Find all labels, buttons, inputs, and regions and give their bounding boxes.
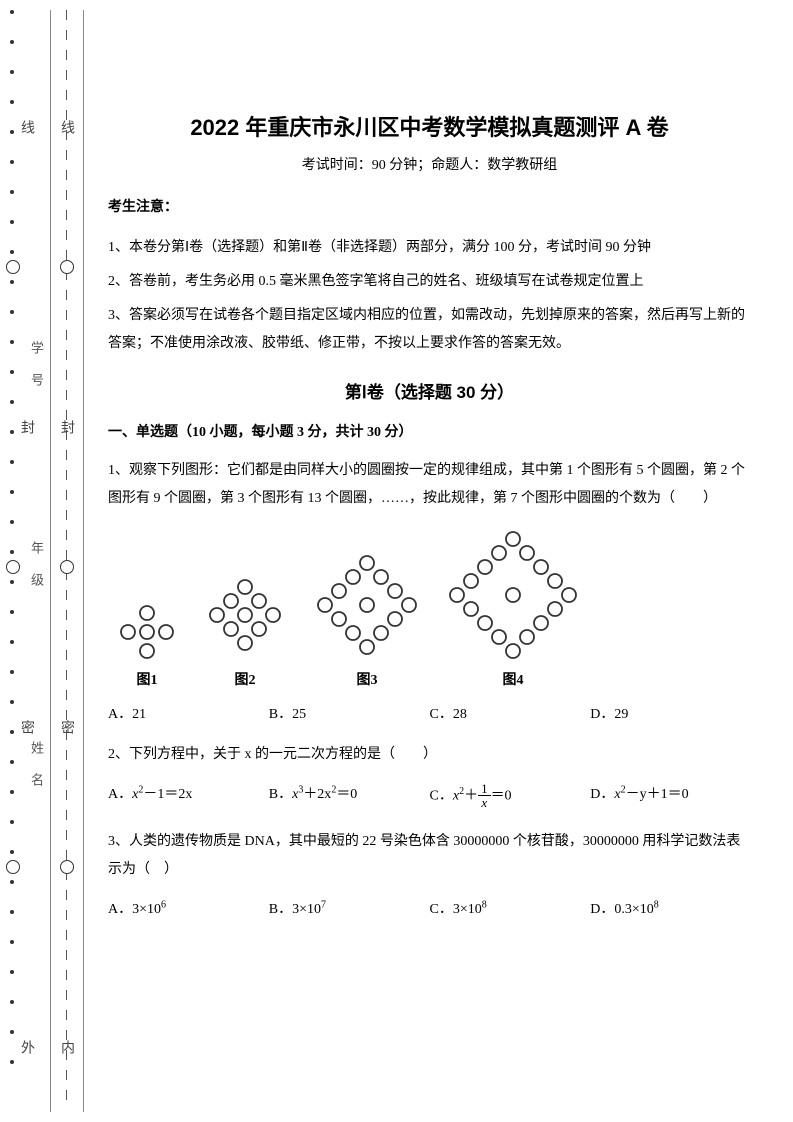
figure-label: 图4 bbox=[446, 669, 580, 689]
question-2-text: 2、下列方程中，关于 x 的一元二次方程的是（ ） bbox=[108, 741, 751, 769]
option-a: A．x2－1＝2x bbox=[108, 783, 269, 810]
grade-field: 年 级 bbox=[18, 540, 46, 596]
option-d: D．x2－y＋1＝0 bbox=[590, 783, 751, 810]
seal-label-inner: 密 bbox=[56, 720, 76, 744]
option-a: A．21 bbox=[108, 703, 269, 723]
notice-item: 1、本卷分第Ⅰ卷（选择题）和第Ⅱ卷（非选择题）两部分，满分 100 分，考试时间… bbox=[108, 234, 751, 262]
option-c: C．x2＋1x＝0 bbox=[430, 783, 591, 810]
option-b: B．25 bbox=[269, 703, 430, 723]
option-c: C．3×108 bbox=[430, 898, 591, 918]
figure-2: 图2 bbox=[202, 577, 288, 689]
figure-label: 图3 bbox=[312, 669, 422, 689]
figure-row: 图1 图2 bbox=[116, 529, 751, 689]
subsection-heading: 一、单选题（10 小题，每小题 3 分，共计 30 分） bbox=[108, 421, 751, 441]
exam-subtitle: 考试时间：90 分钟；命题人：数学教研组 bbox=[108, 154, 751, 174]
circle-mark bbox=[6, 860, 20, 874]
option-b: B．3×107 bbox=[269, 898, 430, 918]
exam-title: 2022 年重庆市永川区中考数学模拟真题测评 A 卷 bbox=[108, 110, 751, 142]
section-title: 第Ⅰ卷（选择题 30 分） bbox=[108, 378, 751, 403]
figure-3: 图3 bbox=[312, 553, 422, 689]
figure-label: 图2 bbox=[202, 669, 288, 689]
figure-4: 图4 bbox=[446, 529, 580, 689]
notice-item: 3、答案必须写在试卷各个题目指定区域内相应的位置，如需改动，先划掉原来的答案，然… bbox=[108, 302, 751, 358]
seal-label-outer: 线 bbox=[16, 120, 36, 144]
notice-heading: 考生注意： bbox=[108, 196, 751, 216]
exam-page: 线 封 密 外 线 封 密 内 学 号 年 级 姓 名 2022 年重庆市永川区… bbox=[0, 0, 793, 1122]
student-id-field: 学 号 bbox=[18, 340, 46, 396]
notice-item: 2、答卷前，考生务必用 0.5 毫米黑色签字笔将自己的姓名、班级填写在试卷规定位… bbox=[108, 268, 751, 296]
question-3-text: 3、人类的遗传物质是 DNA，其中最短的 22 号染色体含 30000000 个… bbox=[108, 828, 751, 884]
content-area: 2022 年重庆市永川区中考数学模拟真题测评 A 卷 考试时间：90 分钟；命题… bbox=[90, 0, 793, 1122]
q1-options: A．21 B．25 C．28 D．29 bbox=[108, 703, 751, 723]
name-field: 姓 名 bbox=[18, 740, 46, 796]
seal-label-outer: 外 bbox=[16, 1040, 36, 1064]
figure-1: 图1 bbox=[116, 601, 178, 689]
seal-label-inner: 封 bbox=[56, 420, 76, 444]
question-1-text: 1、观察下列图形：它们都是由同样大小的圆圈按一定的规律组成，其中第 1 个图形有… bbox=[108, 457, 751, 513]
seal-label-outer: 封 bbox=[16, 420, 36, 444]
figure-label: 图1 bbox=[116, 669, 178, 689]
circle-mark bbox=[6, 260, 20, 274]
option-d: D．0.3×108 bbox=[590, 898, 751, 918]
binding-gutter: 线 封 密 外 线 封 密 内 学 号 年 级 姓 名 bbox=[0, 0, 90, 1122]
seal-label-inner: 线 bbox=[56, 120, 76, 144]
q2-options: A．x2－1＝2x B．x3＋2x2＝0 C．x2＋1x＝0 D．x2－y＋1＝… bbox=[108, 783, 751, 810]
option-c: C．28 bbox=[430, 703, 591, 723]
circle-mark bbox=[60, 560, 74, 574]
option-d: D．29 bbox=[590, 703, 751, 723]
circle-mark bbox=[60, 260, 74, 274]
circle-mark bbox=[60, 860, 74, 874]
option-b: B．x3＋2x2＝0 bbox=[269, 783, 430, 810]
q3-options: A．3×106 B．3×107 C．3×108 D．0.3×108 bbox=[108, 898, 751, 918]
option-a: A．3×106 bbox=[108, 898, 269, 918]
seal-label-inner: 内 bbox=[56, 1040, 76, 1064]
